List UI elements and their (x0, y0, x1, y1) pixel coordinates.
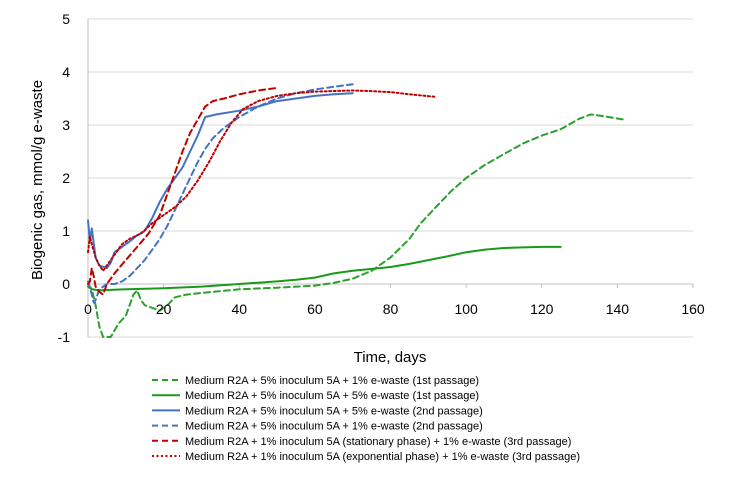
x-tick-label: 80 (383, 301, 399, 317)
y-tick-label: 0 (62, 276, 70, 292)
series-line-2 (87, 245, 562, 292)
x-tick-label: 20 (156, 301, 172, 317)
series-line-5 (87, 86, 279, 296)
y-tick-label: 4 (62, 64, 70, 80)
x-tick-label: 160 (681, 301, 705, 317)
legend-label-6: Medium R2A + 1% inoculum 5A (exponential… (185, 451, 580, 463)
series-line-4 (87, 83, 354, 304)
y-tick-label: 1 (62, 223, 70, 239)
x-tick-label: 120 (530, 301, 554, 317)
x-axis-title: Time, days (354, 349, 427, 366)
series-line-1 (87, 113, 626, 338)
series-line-3 (87, 92, 354, 270)
legend-label-5: Medium R2A + 1% inoculum 5A (stationary … (185, 436, 571, 448)
x-tick-label: 40 (231, 301, 247, 317)
gridlines (88, 18, 693, 338)
x-tick-label: 140 (606, 301, 630, 317)
x-tick-label: 100 (454, 301, 478, 317)
legend-label-2: Medium R2A + 5% inoculum 5A + 5% e-waste… (185, 390, 479, 402)
series-lines (87, 83, 626, 338)
y-tick-label: 3 (62, 117, 70, 133)
series-line-6 (87, 89, 437, 272)
legend-label-4: Medium R2A + 5% inoculum 5A + 1% e-waste… (185, 421, 483, 433)
legend-label-3: Medium R2A + 5% inoculum 5A + 5% e-waste… (185, 405, 483, 417)
legend-label-1: Medium R2A + 5% inoculum 5A + 1% e-waste… (185, 375, 479, 387)
y-tick-label: 5 (62, 11, 70, 27)
y-tick-label: -1 (58, 329, 71, 345)
y-tick-label: 2 (62, 170, 70, 186)
x-tick-label: 60 (307, 301, 323, 317)
legend: Medium R2A + 5% inoculum 5A + 1% e-waste… (152, 375, 580, 463)
tick-labels: -1 0 1 2 3 4 5 0 20 40 60 80 100 120 140 160 (58, 11, 705, 345)
y-axis-title: Biogenic gas, mmol/g e-waste (29, 80, 46, 280)
x-tick-label: 0 (84, 301, 92, 317)
